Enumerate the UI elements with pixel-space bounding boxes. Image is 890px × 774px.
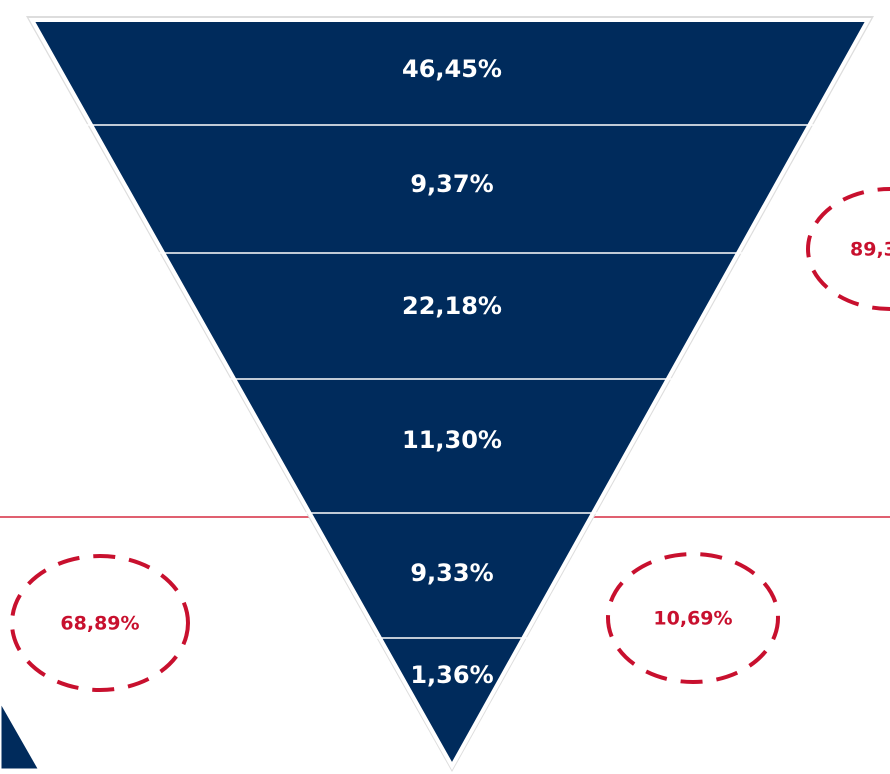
segment-label: 11,30% xyxy=(402,426,502,454)
segment-label: 1,36% xyxy=(410,661,493,689)
segment-label: 9,33% xyxy=(410,559,493,587)
neighbor-funnel xyxy=(0,696,43,772)
callout-label: 68,89% xyxy=(60,613,139,635)
callout-label: 89,3 xyxy=(850,239,890,261)
callout-circle xyxy=(10,554,190,692)
segment-label: 9,37% xyxy=(410,170,493,198)
segment-label: 22,18% xyxy=(402,292,502,320)
callout-circle xyxy=(806,187,890,311)
dividers xyxy=(83,124,818,639)
segment-label: 46,45% xyxy=(402,55,502,83)
segment-labels: 46,45% 9,37% 22,18% 11,30% 9,33% 1,36% xyxy=(402,55,502,689)
funnel xyxy=(28,18,872,771)
callout-label: 10,69% xyxy=(653,608,732,630)
callout-circle xyxy=(606,552,780,684)
